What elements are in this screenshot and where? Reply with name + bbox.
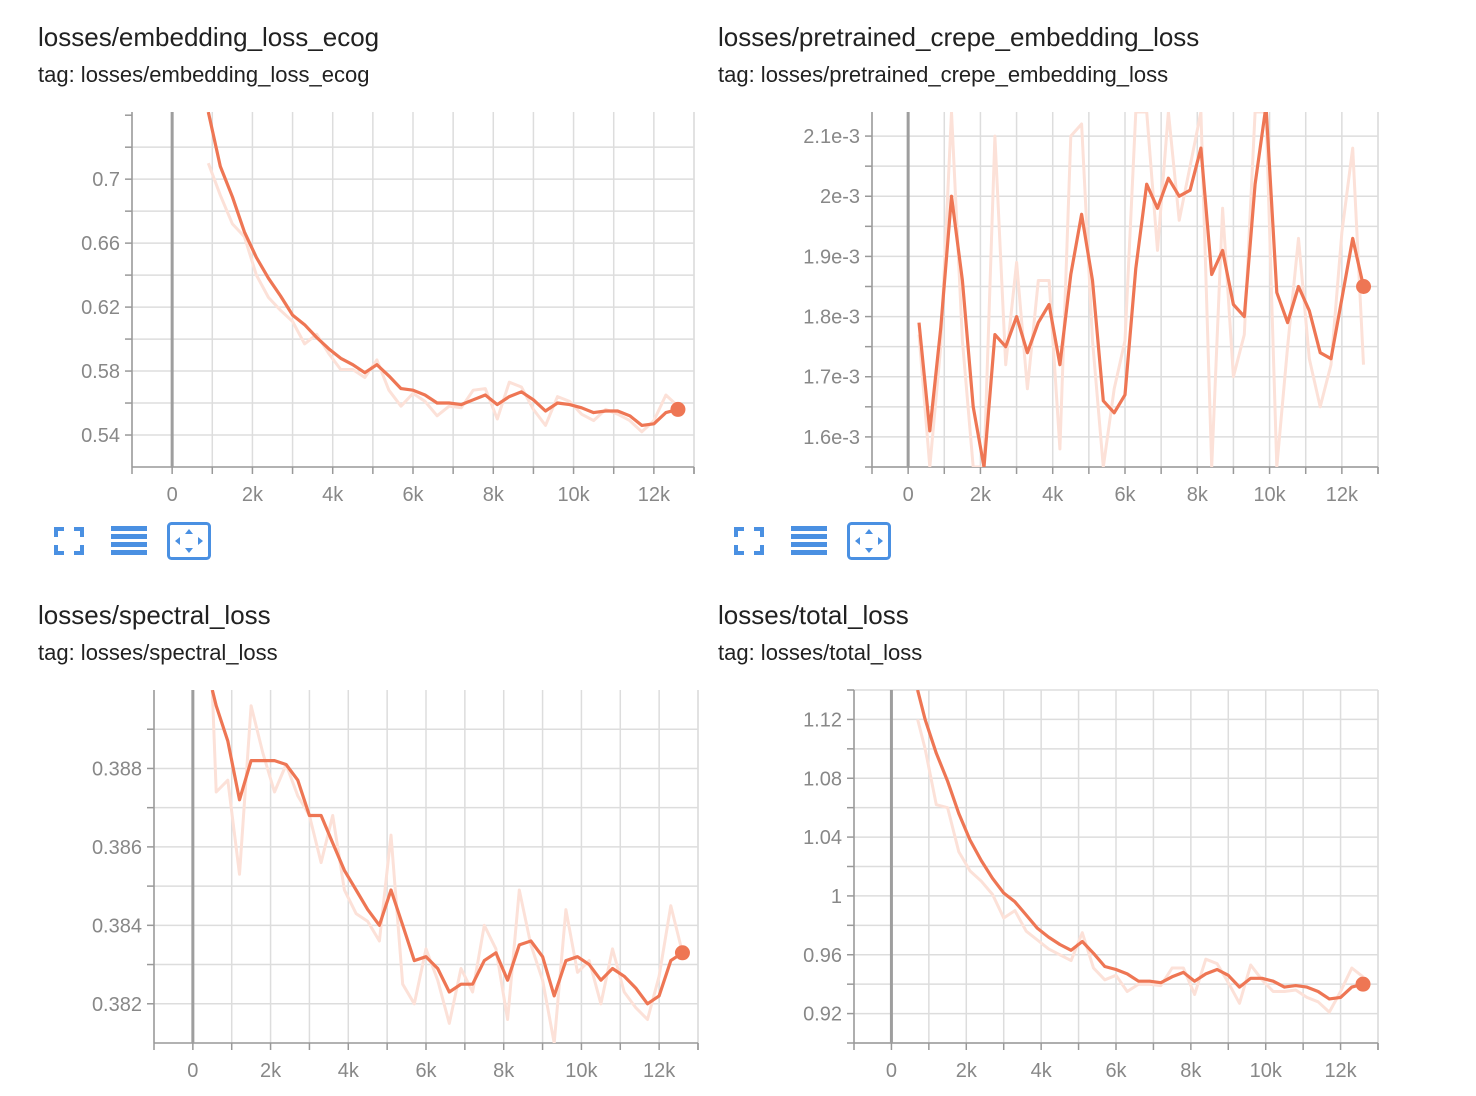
x-tick-label: 2k	[242, 484, 264, 506]
chart-title: losses/total_loss	[718, 600, 909, 630]
grid	[153, 690, 699, 1043]
x-tick-label: 0	[886, 1060, 897, 1082]
y-tick-label: 0.388	[92, 758, 142, 780]
chart-tag: tag: losses/embedding_loss_ecog	[38, 62, 370, 87]
x-tick-label: 12k	[1326, 484, 1359, 506]
chart-tag: tag: losses/spectral_loss	[38, 640, 278, 665]
smoothed-series-line	[916, 690, 1364, 1001]
x-tick-label: 6k	[415, 1060, 437, 1082]
chart-spectral-loss[interactable]: 0 2k 4k 6k 8k 10k 12k 0.382 0.384 0.386 0.388	[38, 0, 738, 1082]
last-point-marker	[670, 401, 686, 417]
toggle-log-scale-button[interactable]	[788, 525, 830, 561]
last-point-marker	[674, 945, 690, 961]
x-tick-label: 2k	[956, 1060, 978, 1082]
toggle-log-scale-icon	[111, 525, 147, 561]
y-tick-label: 0.382	[92, 994, 142, 1016]
y-tick-label: 0.62	[81, 297, 120, 319]
y-tick-label: 0.66	[81, 233, 120, 255]
smoothed-series-line	[917, 112, 1366, 467]
toolbar-embedding-loss-ecog	[48, 521, 228, 561]
chart-total-loss[interactable]: 0 2k 4k 6k 8k 10k 12k 0.92 0.96 1 1.04 1.08 1.12	[718, 0, 1418, 1082]
x-tick-label: 8k	[1187, 484, 1209, 506]
x-tick-label: 12k	[638, 484, 671, 506]
y-tick-label: 0.58	[81, 361, 120, 383]
x-tick-label: 12k	[643, 1060, 676, 1082]
x-tick-label: 12k	[1324, 1060, 1357, 1082]
x-tick-label: 4k	[1031, 1060, 1053, 1082]
raw-series-line	[206, 162, 679, 434]
x-tick-label: 0	[903, 484, 914, 506]
chart-pretrained-crepe-embedding-loss[interactable]: 0 2k 4k 6k 8k 10k 12k 1.6e-3 1.7e-3 1.8e-3 1.9e-3 2…	[718, 0, 1418, 520]
x-tick-label: 8k	[483, 484, 505, 506]
chart-embedding-loss-ecog[interactable]: 0 2k 4k 6k 8k 10k 12k 0.54 0.58 0.62 0.66 0.7	[38, 0, 738, 520]
fullscreen-button[interactable]	[48, 525, 90, 561]
x-tick-label: 10k	[557, 484, 590, 506]
x-tick-label: 6k	[1105, 1060, 1127, 1082]
x-tick-label: 4k	[322, 484, 344, 506]
toggle-log-scale-button[interactable]	[108, 525, 150, 561]
fullscreen-icon	[54, 526, 84, 560]
y-tick-label: 1	[831, 886, 842, 908]
y-tick-label: 0.7	[92, 169, 120, 191]
raw-series-line	[210, 690, 684, 1043]
x-tick-label: 8k	[1180, 1060, 1202, 1082]
x-tick-label: 6k	[402, 484, 424, 506]
y-tick-label: 1.6e-3	[803, 427, 860, 449]
x-tick-label: 4k	[1042, 484, 1064, 506]
y-tick-label: 1.9e-3	[803, 246, 860, 268]
y-tick-label: 1.08	[803, 768, 842, 790]
grid	[131, 112, 695, 467]
y-tick-label: 0.386	[92, 837, 142, 859]
last-point-marker	[1356, 278, 1372, 294]
x-tick-label: 4k	[338, 1060, 360, 1082]
x-tick-label: 8k	[493, 1060, 515, 1082]
y-tick-label: 1.7e-3	[803, 367, 860, 389]
fit-domain-icon	[167, 521, 211, 565]
y-tick-label: 0.54	[81, 425, 120, 447]
y-tick-label: 2e-3	[820, 186, 860, 208]
chart-title: losses/pretrained_crepe_embedding_loss	[718, 22, 1200, 52]
chart-title: losses/embedding_loss_ecog	[38, 22, 380, 52]
y-tick-label: 0.92	[803, 1004, 842, 1026]
fullscreen-icon	[734, 526, 764, 560]
x-tick-label: 10k	[1250, 1060, 1283, 1082]
toolbar-pretrained-crepe-embedding-loss	[728, 521, 908, 561]
x-tick-label: 2k	[970, 484, 992, 506]
y-tick-label: 1.12	[803, 709, 842, 731]
fit-domain-button[interactable]	[847, 521, 891, 561]
x-tick-label: 2k	[260, 1060, 282, 1082]
fit-domain-icon	[847, 521, 891, 565]
chart-tag: tag: losses/pretrained_crepe_embedding_l…	[718, 62, 1169, 87]
y-tick-label: 1.8e-3	[803, 307, 860, 329]
x-tick-label: 6k	[1114, 484, 1136, 506]
toggle-log-scale-icon	[791, 525, 827, 561]
y-tick-label: 0.384	[92, 915, 142, 937]
raw-series-line	[917, 112, 1365, 467]
fullscreen-button[interactable]	[728, 525, 770, 561]
y-tick-label: 1.04	[803, 827, 842, 849]
smoothed-series-line	[206, 112, 679, 427]
x-tick-label: 10k	[565, 1060, 598, 1082]
x-tick-label: 10k	[1253, 484, 1286, 506]
x-tick-label: 0	[187, 1060, 198, 1082]
chart-tag: tag: losses/total_loss	[718, 640, 923, 665]
last-point-marker	[1355, 976, 1371, 992]
y-tick-label: 0.96	[803, 945, 842, 967]
y-tick-label: 2.1e-3	[803, 126, 860, 148]
smoothed-series-line	[210, 690, 684, 1006]
x-tick-label: 0	[167, 484, 178, 506]
raw-series-line	[916, 719, 1364, 1014]
chart-title: losses/spectral_loss	[38, 600, 271, 630]
fit-domain-button[interactable]	[167, 521, 211, 561]
